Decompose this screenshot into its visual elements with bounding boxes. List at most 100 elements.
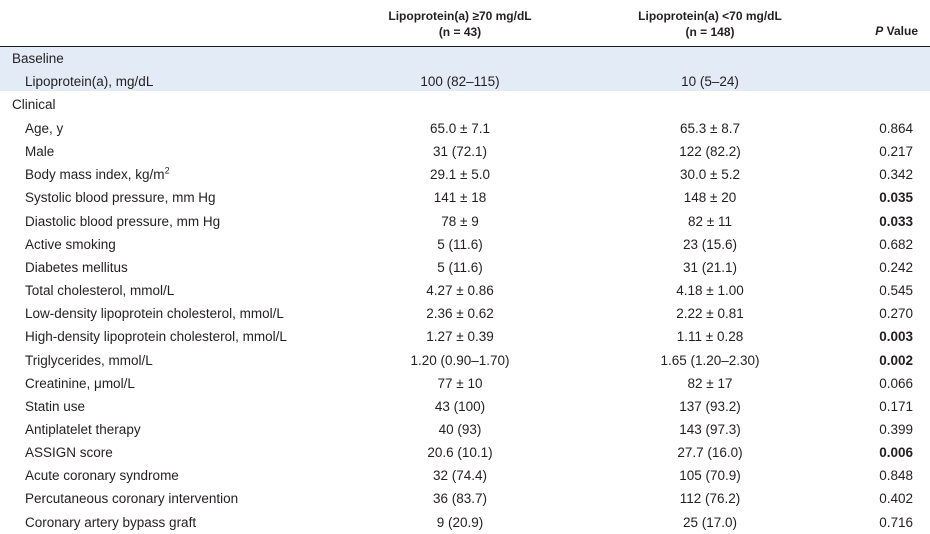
- row-label: Percutaneous coronary intervention: [25, 487, 238, 510]
- cell-low-lpa: 27.7 (16.0): [677, 445, 743, 461]
- table-row: Low-density lipoprotein cholesterol, mmo…: [0, 302, 930, 325]
- cell-low-lpa: 2.22 ± 0.81: [676, 306, 744, 322]
- cell-pvalue: 0.682: [879, 236, 913, 252]
- table-row: High-density lipoprotein cholesterol, mm…: [0, 325, 930, 348]
- row-label: Coronary artery bypass graft: [25, 511, 196, 534]
- row-label-text: Body mass index, kg/m: [25, 167, 165, 183]
- cell-low-lpa: 30.0 ± 5.2: [680, 167, 740, 183]
- cell-high-lpa: 32 (74.4): [432, 468, 488, 484]
- cell-pvalue: 0.716: [879, 514, 913, 530]
- section-label: Baseline: [12, 51, 64, 66]
- row-label-text: Triglycerides, mmol/L: [25, 352, 153, 368]
- row-label-text: Active smoking: [25, 236, 116, 252]
- cell-low-lpa: 25 (17.0): [682, 514, 738, 530]
- table-row: Statin use 43 (100) 137 (93.2) 0.171: [0, 395, 930, 418]
- row-label-text: Coronary artery bypass graft: [25, 514, 197, 530]
- cell-low-lpa: 82 ± 11: [688, 213, 732, 229]
- cell-high-lpa: 20.6 (10.1): [427, 445, 493, 461]
- cell-high-lpa: 78 ± 9: [441, 213, 479, 229]
- row-label-text: Statin use: [25, 398, 86, 414]
- table-header: Lipoprotein(a) ≥70 mg/dL (n = 43) Lipopr…: [0, 0, 930, 46]
- table-row: Antiplatelet therapy 40 (93) 143 (97.3) 0.3…: [0, 418, 930, 441]
- cell-high-lpa: 36 (83.7): [432, 491, 488, 507]
- row-label-text: Percutaneous coronary intervention: [25, 491, 239, 507]
- table-row: Diastolic blood pressure, mm Hg 78 ± 9 82 …: [0, 210, 930, 233]
- cell-high-lpa: 2.36 ± 0.62: [426, 306, 494, 322]
- cell-pvalue: 0.003: [879, 329, 913, 345]
- row-label-text: Age, y: [25, 121, 64, 136]
- cell-high-lpa: 40 (93): [438, 421, 482, 437]
- cell-pvalue: 0.402: [879, 491, 913, 507]
- row-label-text: Diabetes mellitus: [25, 259, 128, 275]
- cell-low-lpa: 122 (82.2): [679, 144, 741, 160]
- cell-pvalue: 0.342: [879, 167, 913, 183]
- cell-low-lpa: 82 ± 17: [687, 375, 733, 391]
- cell-high-lpa: 1.27 ± 0.39: [426, 329, 494, 345]
- cell-high-lpa: 77 ± 10: [437, 375, 483, 391]
- cell-pvalue: 0.848: [879, 468, 913, 484]
- cell-high-lpa: 5 (11.6): [437, 259, 483, 275]
- cell-high-lpa: 100 (82–115): [420, 74, 500, 89]
- cell-high-lpa: 4.27 ± 0.86: [426, 283, 494, 299]
- row-label: Acute coronary syndrome: [25, 464, 179, 487]
- header-divider: [0, 46, 930, 47]
- cell-pvalue: 0.002: [879, 352, 913, 368]
- row-label: ASSIGN score: [25, 441, 113, 464]
- table-row: Systolic blood pressure, mm Hg 141 ± 18 14…: [0, 186, 930, 209]
- row-label-text: ASSIGN score: [25, 445, 113, 461]
- row-label: Triglycerides, mmol/L: [25, 349, 153, 372]
- cell-pvalue: 0.270: [879, 306, 913, 322]
- cell-pvalue: 0.545: [879, 283, 913, 299]
- cell-low-lpa: 148 ± 20: [683, 190, 737, 206]
- cell-low-lpa: 65.3 ± 8.7: [680, 121, 740, 136]
- cell-low-lpa: 143 (97.3): [679, 421, 741, 437]
- row-label: Antiplatelet therapy: [25, 418, 141, 441]
- table-row: Coronary artery bypass graft 9 (20.9) 25 (…: [0, 511, 930, 534]
- cell-low-lpa: 31 (21.1): [682, 259, 738, 275]
- row-label-text: High-density lipoprotein cholesterol, mm…: [25, 329, 287, 345]
- cell-pvalue: 0.217: [879, 144, 913, 160]
- cell-pvalue: 0.864: [879, 121, 913, 136]
- cell-low-lpa: 105 (70.9): [679, 468, 741, 484]
- cell-low-lpa: 1.65 (1.20–2.30): [660, 352, 760, 368]
- column-header-high-lpa: Lipoprotein(a) ≥70 mg/dL (n = 43): [360, 8, 560, 40]
- row-label: Age, y: [25, 117, 63, 140]
- row-label: Lipoprotein(a), mg/dL: [25, 74, 154, 89]
- column-header-line: Lipoprotein(a) ≥70 mg/dL: [388, 9, 532, 23]
- row-label: Body mass index, kg/m2: [25, 163, 170, 186]
- row-label-text: Antiplatelet therapy: [25, 421, 141, 437]
- cell-low-lpa: 10 (5–24): [681, 74, 739, 89]
- table-row: Lipoprotein(a), mg/dL 100 (82–115) 10 (5…: [0, 70, 930, 93]
- table-row: ASSIGN score 20.6 (10.1) 27.7 (16.0) 0.006: [0, 441, 930, 464]
- row-label: Statin use: [25, 395, 85, 418]
- cell-high-lpa: 43 (100): [434, 398, 486, 414]
- row-label: High-density lipoprotein cholesterol, mm…: [25, 325, 287, 348]
- row-label: Diastolic blood pressure, mm Hg: [25, 210, 220, 233]
- cell-low-lpa: 1.11 ± 0.28: [676, 329, 744, 345]
- pvalue-italic-label: P: [875, 24, 884, 38]
- row-label: Low-density lipoprotein cholesterol, mmo…: [25, 302, 284, 325]
- column-header-low-lpa: Lipoprotein(a) <70 mg/dL (n = 148): [610, 8, 810, 40]
- table-row: Body mass index, kg/m2 29.1 ± 5.0 30.0 ± 5…: [0, 163, 930, 186]
- column-header-n: (n = 43): [438, 25, 482, 39]
- section-label: Clinical: [12, 97, 56, 112]
- cell-high-lpa: 5 (11.6): [437, 236, 483, 252]
- table-row: Triglycerides, mmol/L 1.20 (0.90–1.70) 1.6…: [0, 349, 930, 372]
- row-label-text: Total cholesterol, mmol/L: [25, 283, 175, 299]
- row-label-superscript: 2: [164, 165, 170, 176]
- pvalue-label: Value: [883, 24, 918, 38]
- cell-pvalue: 0.399: [879, 421, 913, 437]
- cell-pvalue: 0.006: [879, 445, 913, 461]
- row-label: Creatinine, μmol/L: [25, 372, 135, 395]
- table-row: Acute coronary syndrome 32 (74.4) 105 (70.…: [0, 464, 930, 487]
- row-label: Systolic blood pressure, mm Hg: [25, 186, 216, 209]
- cell-pvalue: 0.171: [879, 398, 913, 414]
- row-label: Diabetes mellitus: [25, 256, 128, 279]
- column-header-line: Lipoprotein(a) <70 mg/dL: [638, 9, 782, 23]
- cell-high-lpa: 65.0 ± 7.1: [430, 121, 490, 136]
- cell-high-lpa: 1.20 (0.90–1.70): [410, 352, 510, 368]
- section-row-clinical: Clinical: [0, 93, 930, 116]
- column-header-pvalue: P Value: [875, 24, 918, 38]
- table-row: Total cholesterol, mmol/L 4.27 ± 0.86 4.18…: [0, 279, 930, 302]
- row-label: Male: [25, 140, 54, 163]
